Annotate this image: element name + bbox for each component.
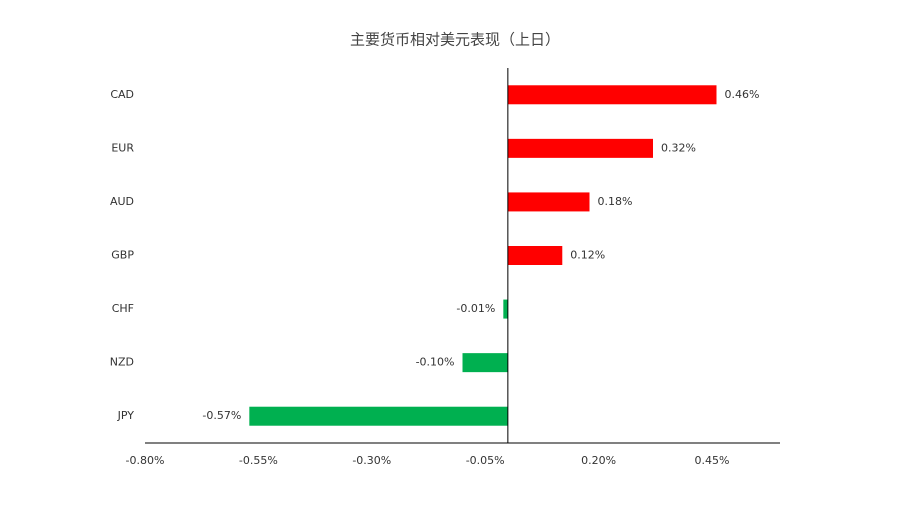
y-tick-label: EUR xyxy=(111,141,134,154)
bar xyxy=(249,406,508,426)
value-label: 0.46% xyxy=(725,88,760,101)
bar xyxy=(462,353,508,373)
x-tick-label: 0.45% xyxy=(694,454,729,467)
value-label: -0.01% xyxy=(456,302,495,315)
x-tick-label: -0.05% xyxy=(466,454,505,467)
value-label: -0.10% xyxy=(416,356,455,369)
y-tick-label: CAD xyxy=(110,88,134,101)
y-tick-label: CHF xyxy=(112,302,134,315)
y-tick-label: AUD xyxy=(110,195,134,208)
y-tick-label: JPY xyxy=(117,409,135,422)
x-tick-label: -0.55% xyxy=(239,454,278,467)
bar xyxy=(507,246,563,265)
x-tick-label: -0.80% xyxy=(126,454,165,467)
y-tick-label: NZD xyxy=(110,356,134,369)
value-label: 0.18% xyxy=(598,195,633,208)
chart-title: 主要货币相对美元表现（上日） xyxy=(350,31,560,49)
bar xyxy=(507,85,717,105)
bar xyxy=(503,299,508,319)
x-tick-label: 0.20% xyxy=(581,454,616,467)
bar xyxy=(507,192,590,212)
value-label: 0.12% xyxy=(570,249,605,262)
y-tick-label: GBP xyxy=(111,249,134,262)
x-tick-label: -0.30% xyxy=(352,454,391,467)
value-label: 0.32% xyxy=(661,141,696,154)
bar xyxy=(507,138,653,158)
value-label: -0.57% xyxy=(202,409,241,422)
